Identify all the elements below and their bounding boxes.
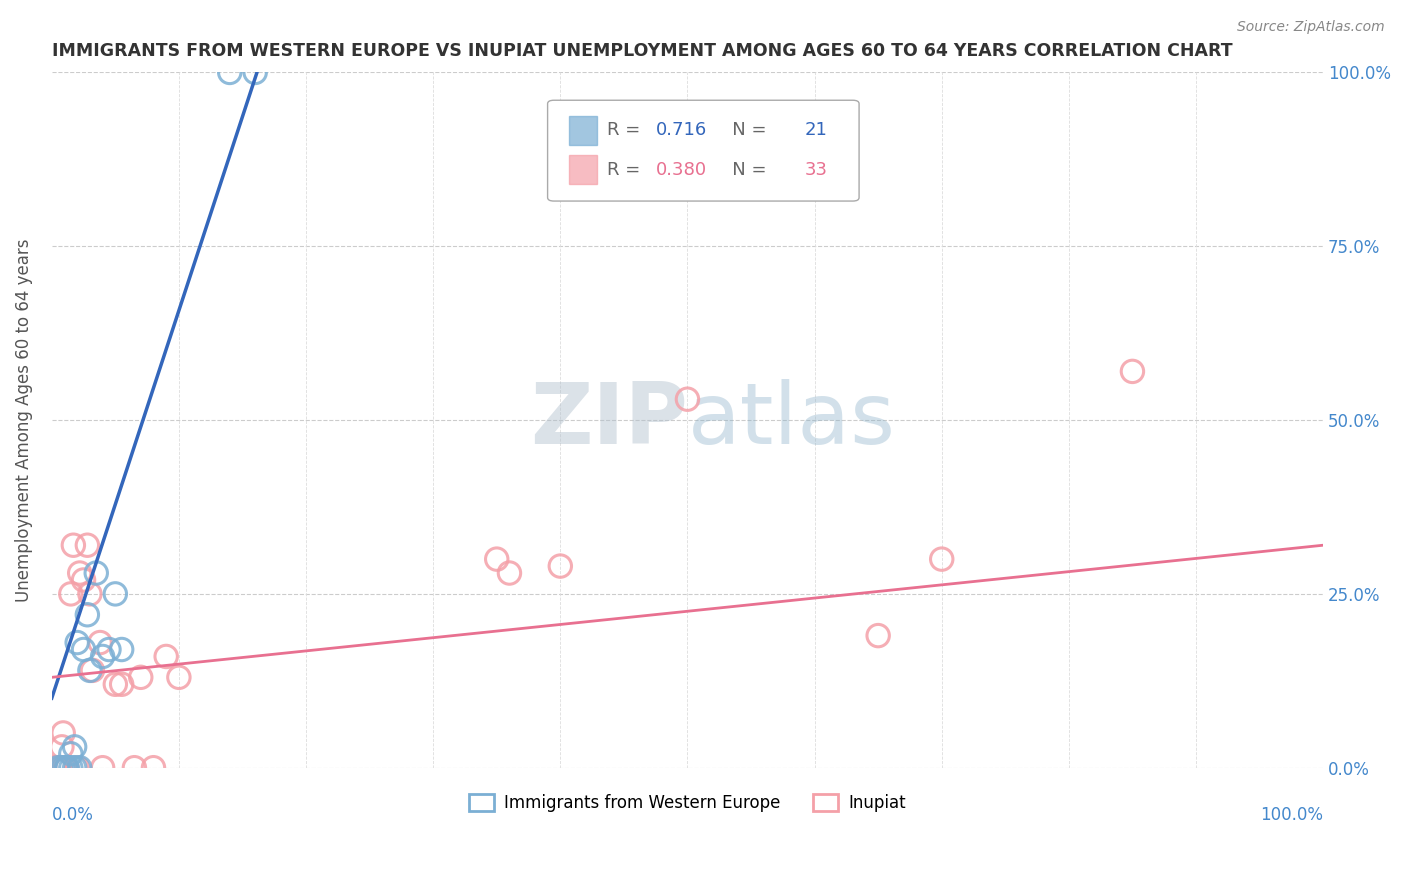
Point (48, 761, 70, 775)
Point (84, 566, 107, 580)
Point (111, 677, 134, 691)
Point (63, 761, 86, 775)
Text: N =: N = (716, 161, 773, 178)
Point (52, 726, 75, 740)
Point (931, 552, 953, 566)
Point (56, 761, 79, 775)
Point (142, 761, 165, 775)
Text: R =: R = (607, 121, 647, 139)
Point (79, 587, 101, 601)
Point (69, 761, 91, 775)
Point (45, 761, 67, 775)
Point (53, 761, 76, 775)
Text: atlas: atlas (688, 378, 896, 461)
Text: IMMIGRANTS FROM WESTERN EUROPE VS INUPIAT UNEMPLOYMENT AMONG AGES 60 TO 64 YEARS: IMMIGRANTS FROM WESTERN EUROPE VS INUPIA… (52, 42, 1233, 60)
Point (59, 747, 82, 761)
Point (124, 761, 146, 775)
Point (91, 761, 114, 775)
Point (66, 635, 89, 649)
Point (76, 538, 98, 552)
Text: 21: 21 (804, 121, 827, 139)
Point (91, 649, 114, 664)
Text: N =: N = (716, 121, 773, 139)
Point (129, 670, 152, 684)
Point (97, 642, 120, 657)
Point (59, 761, 82, 775)
Y-axis label: Unemployment Among Ages 60 to 64 years: Unemployment Among Ages 60 to 64 years (15, 238, 32, 602)
Point (44, 761, 66, 775)
Point (46, 761, 69, 775)
Point (104, 677, 127, 691)
Text: 0.380: 0.380 (655, 161, 707, 178)
Point (676, 392, 699, 407)
Point (79, 664, 101, 678)
Point (56, 761, 79, 775)
Text: Source: ZipAtlas.com: Source: ZipAtlas.com (1237, 20, 1385, 34)
Text: 0.0%: 0.0% (52, 806, 94, 824)
Point (89, 635, 111, 649)
Point (218, 65, 240, 79)
Point (111, 642, 134, 657)
Bar (569, 155, 598, 185)
Point (498, 566, 520, 580)
Point (1121, 364, 1143, 378)
Point (63, 739, 86, 754)
Point (51, 739, 73, 754)
Text: 0.716: 0.716 (655, 121, 707, 139)
Point (104, 587, 127, 601)
Point (56, 761, 79, 775)
Point (51, 761, 73, 775)
Bar (569, 116, 598, 145)
Point (243, 65, 266, 79)
Point (59, 587, 82, 601)
Point (46, 761, 69, 775)
Point (550, 559, 572, 574)
Point (485, 552, 508, 566)
Point (49, 761, 72, 775)
Point (167, 670, 190, 684)
Point (868, 629, 890, 643)
Point (155, 649, 177, 664)
Point (69, 566, 91, 580)
Text: 100.0%: 100.0% (1260, 806, 1323, 824)
Point (62, 538, 84, 552)
Legend: Immigrants from Western Europe, Inupiat: Immigrants from Western Europe, Inupiat (463, 787, 912, 819)
Point (76, 607, 98, 622)
FancyBboxPatch shape (547, 100, 859, 201)
Point (53, 761, 76, 775)
Text: R =: R = (607, 161, 647, 178)
Point (82, 664, 104, 678)
Point (66, 761, 89, 775)
Text: 33: 33 (804, 161, 827, 178)
Point (72, 573, 94, 587)
Point (72, 642, 94, 657)
Text: ZIP: ZIP (530, 378, 688, 461)
